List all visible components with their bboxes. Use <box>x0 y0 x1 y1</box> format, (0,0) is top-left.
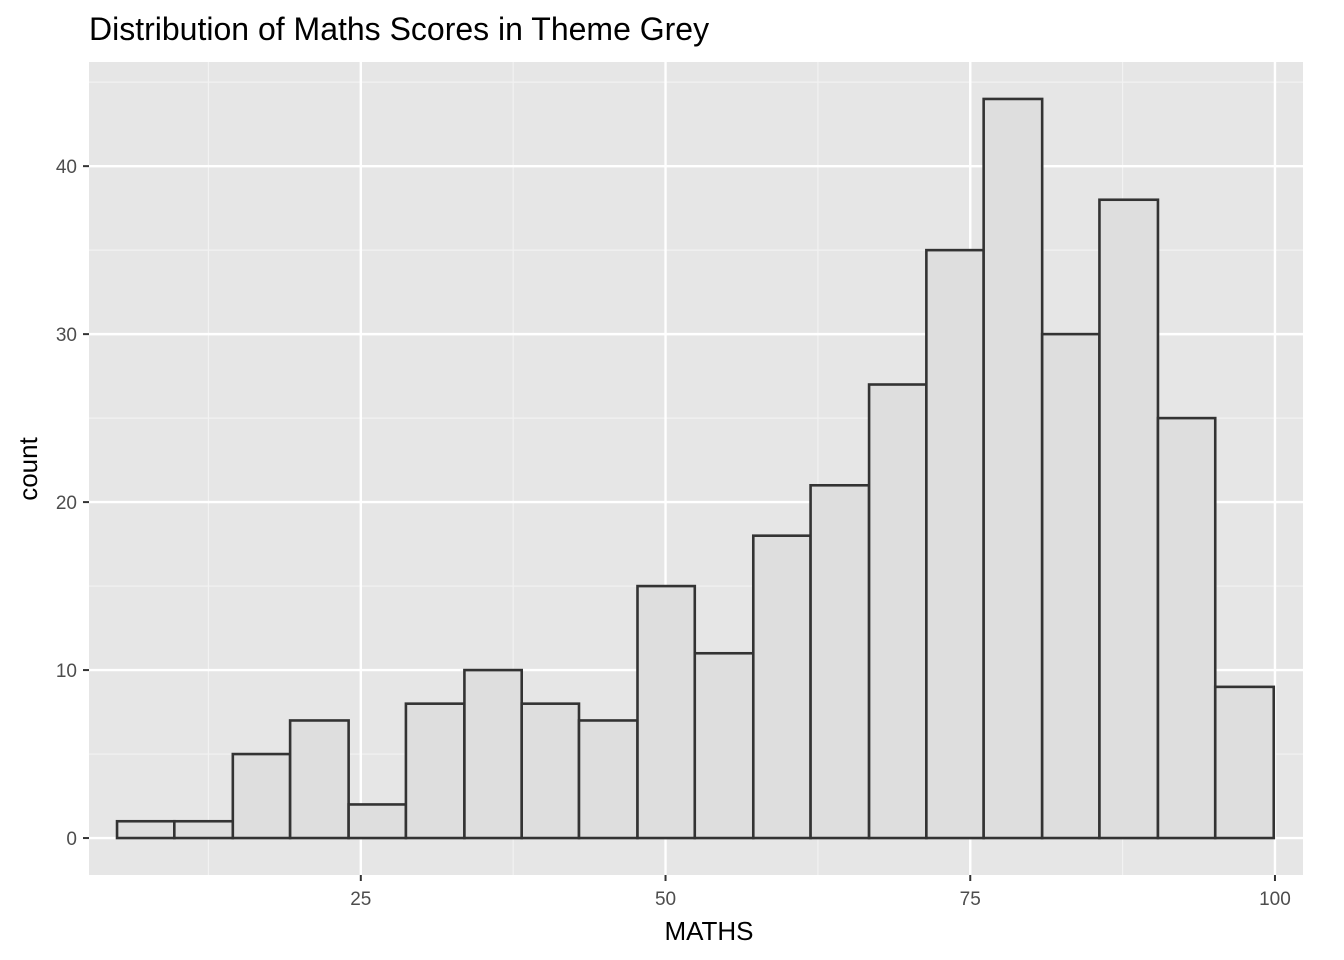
x-tick-label: 25 <box>350 889 371 910</box>
y-tick-label: 20 <box>56 493 77 514</box>
histogram-bar <box>751 534 812 840</box>
histogram-bar <box>636 584 697 840</box>
histogram-bar <box>577 719 639 840</box>
histogram-bar <box>693 651 755 840</box>
histogram-bars <box>115 97 1276 840</box>
histogram-bar <box>173 819 235 840</box>
y-tick-label: 40 <box>56 157 77 178</box>
chart-title: Distribution of Maths Scores in Theme Gr… <box>89 11 709 47</box>
histogram-bar <box>867 383 928 840</box>
x-tick-label: 100 <box>1259 889 1291 910</box>
histogram-bar <box>1156 416 1217 840</box>
histogram-bar <box>231 752 292 840</box>
x-axis-title: MATHS <box>664 916 753 946</box>
histogram-bar <box>1098 198 1160 840</box>
histogram-bar <box>520 702 581 840</box>
histogram-bar <box>809 483 871 840</box>
y-axis: 0 10 20 30 40 <box>56 157 89 850</box>
x-tick-label: 50 <box>655 889 676 910</box>
histogram-bar <box>463 668 524 840</box>
x-axis: 25 50 75 100 <box>350 875 1291 910</box>
y-tick-label: 30 <box>56 325 77 346</box>
histogram-bar <box>925 248 985 840</box>
histogram-bar <box>347 803 408 840</box>
y-tick-label: 0 <box>66 829 77 850</box>
x-tick-label: 75 <box>960 889 981 910</box>
y-axis-title: count <box>13 436 43 500</box>
y-tick-label: 10 <box>56 661 77 682</box>
histogram-bar <box>1213 685 1276 840</box>
histogram-bar <box>115 819 176 840</box>
histogram-bar <box>288 719 350 840</box>
histogram-bar <box>982 97 1044 840</box>
histogram-bar <box>404 702 466 840</box>
histogram-bar <box>1040 332 1101 840</box>
